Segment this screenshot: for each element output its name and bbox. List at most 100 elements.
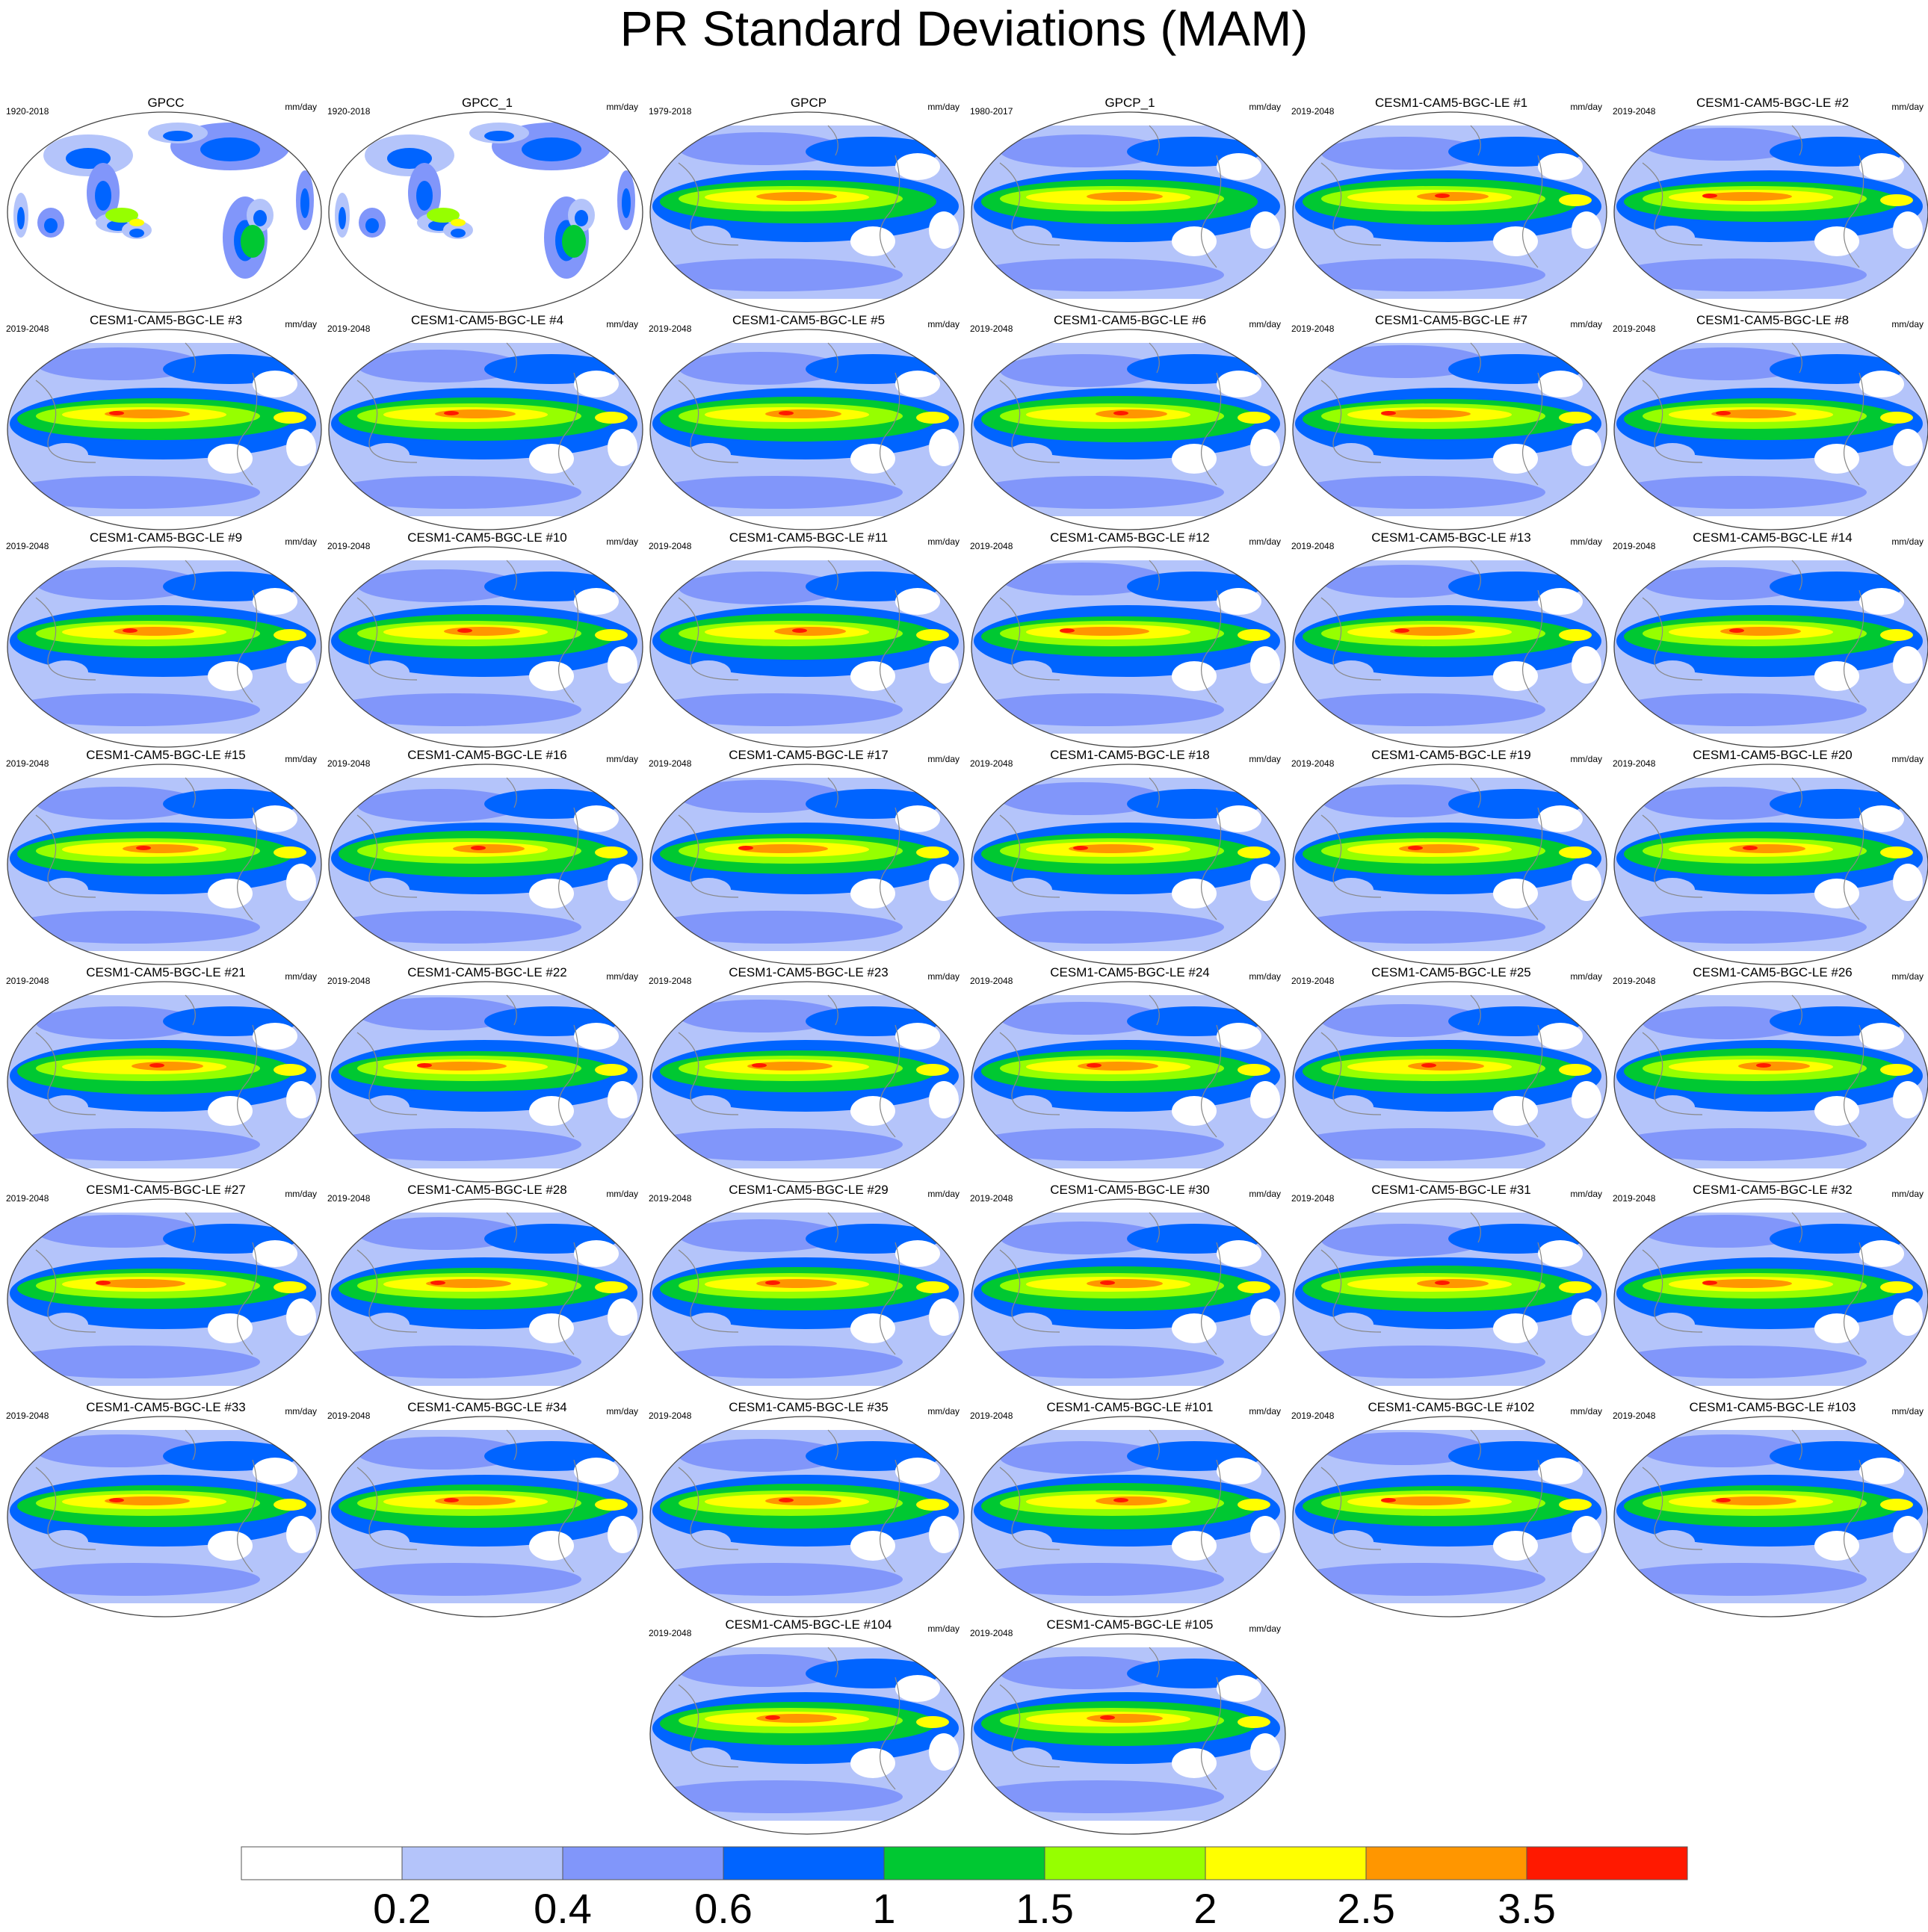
panel-units: mm/day [606,319,638,329]
panel-units: mm/day [1570,971,1602,982]
panel-units: mm/day [1891,971,1924,982]
robinson-map [649,1633,965,1835]
panel-period: 2019-2048 [6,976,49,986]
panel-units: mm/day [1891,754,1924,764]
robinson-map [971,329,1286,530]
map-panel: CESM1-CAM5-BGC-LE #10 2019-2048 mm/day [327,530,647,748]
colorbar-swatch [1526,1846,1688,1880]
robinson-map [649,1416,965,1617]
panel-title: CESM1-CAM5-BGC-LE #35 [729,1400,889,1414]
colorbar-level-label: 0.2 [373,1885,431,1932]
robinson-map [971,546,1286,748]
robinson-map [649,981,965,1183]
panel-title: CESM1-CAM5-BGC-LE #102 [1368,1400,1535,1414]
panel-period: 2019-2048 [327,323,371,334]
panel-units: mm/day [606,102,638,112]
robinson-map [649,546,965,748]
map-panel: CESM1-CAM5-BGC-LE #12 2019-2048 mm/day [970,530,1290,748]
panel-title: CESM1-CAM5-BGC-LE #26 [1693,965,1853,979]
map-panel: GPCP_1 1980-2017 mm/day [970,96,1290,313]
map-panel: CESM1-CAM5-BGC-LE #14 2019-2048 mm/day [1613,530,1928,748]
map-panel: CESM1-CAM5-BGC-LE #15 2019-2048 mm/day [6,748,326,965]
map-panel: CESM1-CAM5-BGC-LE #25 2019-2048 mm/day [1291,965,1611,1183]
panel-units: mm/day [1891,102,1924,112]
panel-period: 2019-2048 [1291,106,1335,117]
panel-title: CESM1-CAM5-BGC-LE #101 [1046,1400,1214,1414]
panel-units: mm/day [927,971,960,982]
panel-units: mm/day [927,319,960,329]
panel-title: GPCC [147,96,185,110]
robinson-map [1292,981,1607,1183]
panel-units: mm/day [1249,754,1281,764]
panel-units: mm/day [1570,102,1602,112]
panel-units: mm/day [1249,536,1281,547]
map-panel: CESM1-CAM5-BGC-LE #27 2019-2048 mm/day [6,1183,326,1400]
figure-title: PR Standard Deviations (MAM) [620,1,1308,56]
panel-title: CESM1-CAM5-BGC-LE #34 [407,1400,567,1414]
panel-period: 2019-2048 [1613,976,1656,986]
panel-title: CESM1-CAM5-BGC-LE #1 [1374,96,1528,110]
robinson-map [649,764,965,965]
robinson-map [328,1416,643,1617]
map-panel: CESM1-CAM5-BGC-LE #13 2019-2048 mm/day [1291,530,1611,748]
panel-units: mm/day [285,319,317,329]
panel-period: 2019-2048 [1613,1193,1656,1204]
robinson-map [1292,1198,1607,1400]
panel-title: CESM1-CAM5-BGC-LE #12 [1050,530,1210,545]
panel-title: CESM1-CAM5-BGC-LE #23 [729,965,889,979]
panel-period: 1979-2018 [649,106,692,117]
panel-period: 2019-2048 [649,758,692,769]
panel-period: 1980-2017 [970,106,1013,117]
panel-period: 2019-2048 [1613,106,1656,117]
panel-title: CESM1-CAM5-BGC-LE #24 [1050,965,1210,979]
panel-period: 2019-2048 [970,323,1013,334]
panel-units: mm/day [927,1623,960,1634]
panel-title: CESM1-CAM5-BGC-LE #21 [86,965,246,979]
colorbar-swatch [883,1846,1045,1880]
panel-period: 2019-2048 [1613,758,1656,769]
panel-title: CESM1-CAM5-BGC-LE #27 [86,1183,246,1197]
panel-period: 2019-2048 [649,541,692,551]
panel-title: GPCP_1 [1104,96,1155,110]
map-panel: CESM1-CAM5-BGC-LE #3 2019-2048 mm/day [6,313,326,530]
map-panel: CESM1-CAM5-BGC-LE #103 2019-2048 mm/day [1613,1400,1928,1617]
panel-period: 2019-2048 [6,1411,49,1421]
robinson-map [971,1198,1286,1400]
panel-units: mm/day [1891,319,1924,329]
panel-units: mm/day [1570,1406,1602,1417]
map-panel: CESM1-CAM5-BGC-LE #1 2019-2048 mm/day [1291,96,1611,313]
panel-title: CESM1-CAM5-BGC-LE #6 [1053,313,1207,327]
panel-period: 2019-2048 [970,1193,1013,1204]
panel-period: 2019-2048 [1613,1411,1656,1421]
map-panel: CESM1-CAM5-BGC-LE #22 2019-2048 mm/day [327,965,647,1183]
robinson-map [1613,981,1928,1183]
panel-units: mm/day [1249,971,1281,982]
map-panel: GPCC 1920-2018 mm/day [6,96,326,313]
panel-title: CESM1-CAM5-BGC-LE #19 [1371,748,1531,762]
panel-units: mm/day [927,754,960,764]
panel-title: CESM1-CAM5-BGC-LE #18 [1050,748,1210,762]
map-panel: GPCC_1 1920-2018 mm/day [327,96,647,313]
panel-period: 2019-2048 [1613,323,1656,334]
panel-period: 2019-2048 [1291,1193,1335,1204]
panel-units: mm/day [1249,1189,1281,1199]
panel-units: mm/day [927,1189,960,1199]
robinson-map [1292,111,1607,313]
robinson-map [1292,1416,1607,1617]
panel-period: 2019-2048 [1291,1411,1335,1421]
map-panel: CESM1-CAM5-BGC-LE #29 2019-2048 mm/day [649,1183,968,1400]
map-panel: CESM1-CAM5-BGC-LE #2 2019-2048 mm/day [1613,96,1928,313]
colorbar-swatch [401,1846,563,1880]
colorbar-swatch [723,1846,885,1880]
robinson-map [328,546,643,748]
panel-period: 2019-2048 [649,1193,692,1204]
robinson-map [971,1633,1286,1835]
map-panel: CESM1-CAM5-BGC-LE #5 2019-2048 mm/day [649,313,968,530]
panel-period: 2019-2048 [649,1411,692,1421]
panel-title: GPCC_1 [461,96,513,110]
robinson-map [1613,546,1928,748]
panel-period: 2019-2048 [1613,541,1656,551]
panel-period: 2019-2048 [1291,758,1335,769]
robinson-map [1292,546,1607,748]
panel-title: CESM1-CAM5-BGC-LE #15 [86,748,246,762]
